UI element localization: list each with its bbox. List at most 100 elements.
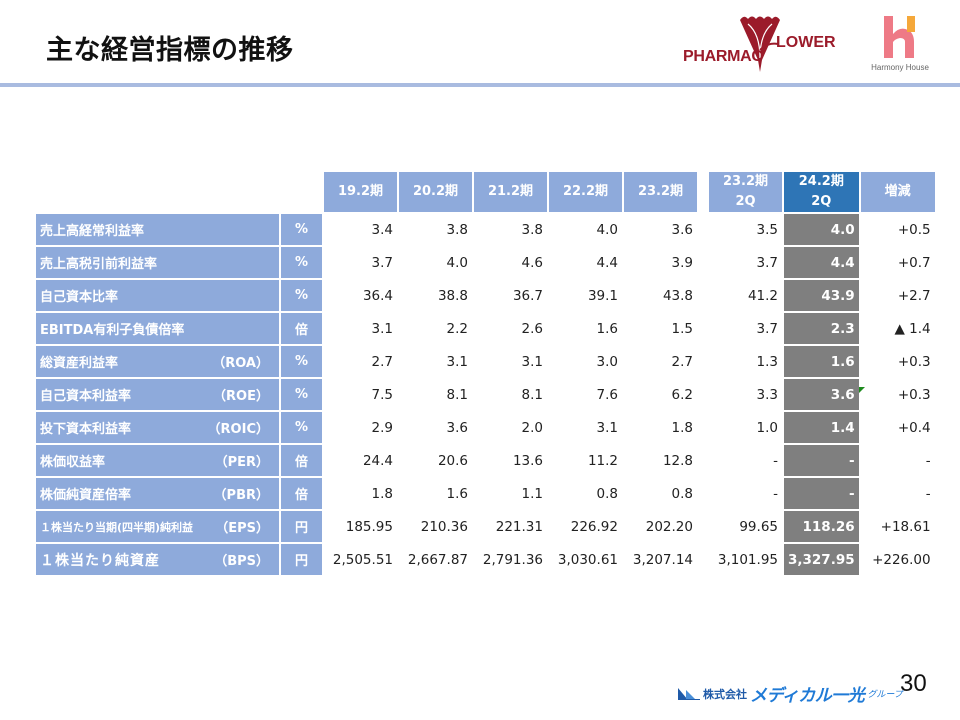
value-cell: - — [784, 445, 859, 476]
value-cell: 221.31 — [495, 518, 543, 535]
metric-name: 売上高経常利益率 — [40, 224, 145, 239]
value-cell: +2.7 — [897, 287, 931, 304]
metric-abbr: （ROE） — [213, 389, 269, 404]
header-blank — [36, 172, 322, 212]
value-cell: 185.95 — [345, 518, 393, 535]
metric-label: １株当たり純資産 （BPS） — [36, 544, 279, 575]
page-title: 主な経営指標の推移 — [46, 35, 294, 66]
column-gap — [699, 313, 707, 344]
value-cell: 3.3 — [756, 386, 778, 403]
value-cell: 4.6 — [521, 254, 543, 271]
value-cell: 1.5 — [671, 320, 693, 337]
table-header-row: 19.2期 20.2期 21.2期 22.2期 23.2期 23.2期 2Q 24… — [36, 172, 935, 212]
value-cell: 2,667.87 — [407, 551, 468, 568]
value-cell: 3.5 — [756, 221, 778, 238]
table-row: 株価収益率 （PER）倍 24.4 20.6 13.6 11.2 12.8- - - — [36, 445, 935, 476]
value-cell: 3.7 — [371, 254, 393, 271]
value-cell: 2.6 — [521, 320, 543, 337]
value-cell: - — [773, 485, 778, 502]
value-cell: - — [925, 452, 931, 469]
company-prefix: 株式会社 — [703, 687, 747, 701]
metric-abbr: （BPS） — [214, 554, 269, 569]
value-cell: 3.6 — [446, 419, 468, 436]
value-cell: 210.36 — [420, 518, 468, 535]
value-cell: 2.9 — [371, 419, 393, 436]
value-cell: 4.4 — [596, 254, 618, 271]
value-cell: 2.2 — [446, 320, 468, 337]
value-cell: 3.1 — [446, 353, 468, 370]
value-cell: 7.6 — [596, 386, 618, 403]
value-cell: 3.0 — [596, 353, 618, 370]
metric-label: 株価収益率 （PER） — [36, 445, 279, 476]
value-cell: 2,791.36 — [482, 551, 543, 568]
value-cell: 41.2 — [747, 287, 778, 304]
metric-label: 株価純資産倍率 （PBR） — [36, 478, 279, 509]
table-row: 自己資本比率% 36.4 38.8 36.7 39.1 43.8 41.2 43.9 +2.7 — [36, 280, 935, 311]
value-cell: 3.1 — [521, 353, 543, 370]
value-cell: 3.8 — [446, 221, 468, 238]
table-row: １株当たり純資産 （BPS） 円 2,505.51 2,667.87 2,791.36 3,… — [36, 544, 935, 575]
metric-unit: 倍 — [281, 313, 322, 344]
col-header-21-2: 21.2期 — [474, 172, 547, 212]
value-cell: 4.0 — [446, 254, 468, 271]
column-gap — [699, 346, 707, 377]
value-cell: 13.6 — [512, 452, 543, 469]
table-row: EBITDA有利子負債倍率 倍 3.1 2.2 2.6 1.6 1.5 3.7 2.3 ▲ 1.4 — [36, 313, 935, 344]
value-cell: 226.92 — [570, 518, 618, 535]
col-header-22-2: 22.2期 — [549, 172, 622, 212]
metric-label: EBITDA有利子負債倍率 — [36, 313, 279, 344]
col-header-20-2: 20.2期 — [399, 172, 472, 212]
value-cell: 1.6 — [784, 346, 859, 377]
metric-unit: % — [281, 412, 322, 443]
value-cell: 43.8 — [662, 287, 693, 304]
metric-name: 自己資本比率 — [40, 290, 119, 305]
value-cell: 1.8 — [671, 419, 693, 436]
value-cell: +0.3 — [897, 353, 931, 370]
value-cell: +0.5 — [897, 221, 931, 238]
col-header-23-2: 23.2期 — [624, 172, 697, 212]
metric-abbr: （PER） — [214, 455, 269, 470]
company-suffix: グループ — [867, 690, 903, 700]
metric-label: 投下資本利益率 （ROIC） — [36, 412, 279, 443]
value-cell: 1.8 — [371, 485, 393, 502]
metric-unit: 円 — [281, 511, 322, 542]
value-cell: +0.7 — [897, 254, 931, 271]
metric-unit: 倍 — [281, 445, 322, 476]
pharmacy-flower-logo: PHARMAC LOWER — [680, 12, 836, 74]
table-row: 株価純資産倍率 （PBR）倍 1.8 1.6 1.1 0.8 0.8- - - — [36, 478, 935, 509]
col-header-19-2: 19.2期 — [324, 172, 397, 212]
table-row: 総資産利益率 （ROA）% 2.7 3.1 3.1 3.0 2.7 1.3 1.6 +0.3 — [36, 346, 935, 377]
value-cell: 1.0 — [756, 419, 778, 436]
value-cell: 3.6 — [784, 379, 859, 410]
cell-comment-marker — [859, 387, 865, 393]
value-cell: 43.9 — [784, 280, 859, 311]
table-row: 自己資本利益率 （ROE）% 7.5 8.1 8.1 7.6 6.2 3.3 3.6 +0.3 — [36, 379, 935, 410]
header-gap — [699, 172, 707, 212]
value-cell: - — [773, 452, 778, 469]
value-cell: 3,101.95 — [717, 551, 778, 568]
value-cell: 3,207.14 — [632, 551, 693, 568]
value-cell: 202.20 — [645, 518, 693, 535]
metric-abbr: （ROA） — [212, 356, 269, 371]
column-gap — [699, 412, 707, 443]
value-cell: +18.61 — [880, 518, 931, 535]
lower-text: LOWER — [776, 34, 836, 51]
value-cell: 8.1 — [446, 386, 468, 403]
metric-label: 自己資本利益率 （ROE） — [36, 379, 279, 410]
col-header-24-2-2q: 24.2期 2Q — [784, 172, 859, 212]
value-cell: 39.1 — [587, 287, 618, 304]
title-divider — [0, 83, 960, 87]
column-gap — [699, 478, 707, 509]
table-row: 売上高税引前利益率% 3.7 4.0 4.6 4.4 3.9 3.7 4.4 +0.7 — [36, 247, 935, 278]
value-cell: 3.6 — [671, 221, 693, 238]
metric-abbr: （PBR） — [213, 488, 269, 503]
metric-abbr: （ROIC） — [207, 422, 269, 437]
column-gap — [699, 544, 707, 575]
value-cell: +226.00 — [872, 551, 931, 568]
metric-unit: % — [281, 214, 322, 245]
value-cell: 99.65 — [739, 518, 778, 535]
col-header-change: 増減 — [860, 172, 935, 212]
metric-label: １株当たり当期(四半期)純利益 （EPS） — [36, 511, 279, 542]
value-cell: 36.7 — [512, 287, 543, 304]
column-gap — [699, 445, 707, 476]
